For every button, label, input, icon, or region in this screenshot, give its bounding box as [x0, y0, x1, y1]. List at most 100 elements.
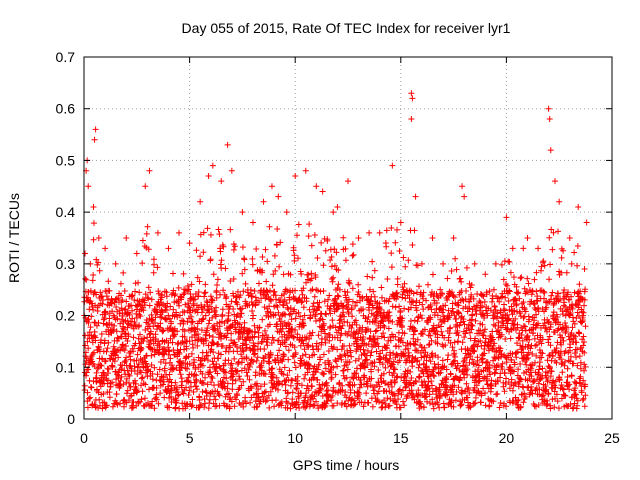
data-point	[555, 290, 562, 297]
data-point	[185, 392, 192, 399]
y-tick-label: 0.1	[56, 359, 76, 375]
data-point	[283, 209, 290, 216]
data-point	[256, 299, 263, 306]
data-point	[183, 384, 190, 391]
data-point	[582, 392, 589, 399]
data-point	[445, 334, 452, 341]
data-point	[202, 374, 209, 381]
data-point	[424, 398, 431, 405]
data-point	[295, 296, 302, 303]
data-point	[337, 337, 344, 344]
data-point	[106, 389, 113, 396]
data-point	[225, 390, 232, 397]
data-point	[475, 387, 482, 394]
data-point	[149, 376, 156, 383]
data-point	[443, 386, 450, 393]
data-point	[136, 331, 143, 338]
data-point	[391, 392, 398, 399]
data-point	[104, 345, 111, 352]
data-point	[130, 334, 137, 341]
data-point	[303, 279, 310, 286]
data-point	[99, 405, 106, 412]
data-point	[574, 243, 581, 250]
data-point	[298, 270, 305, 277]
data-point	[568, 372, 575, 379]
data-point	[359, 324, 366, 331]
data-point	[228, 398, 235, 405]
data-point	[380, 330, 387, 337]
data-point	[188, 313, 195, 320]
data-point	[411, 396, 418, 403]
data-point	[320, 351, 327, 358]
data-point	[531, 335, 538, 342]
data-point	[84, 404, 91, 411]
data-point	[206, 309, 213, 316]
data-point	[386, 402, 393, 409]
data-point	[563, 269, 570, 276]
y-tick-label: 0.6	[56, 101, 76, 117]
data-point	[437, 286, 444, 293]
data-point	[175, 391, 182, 398]
data-point	[323, 311, 330, 318]
data-point	[537, 375, 544, 382]
data-point	[376, 383, 383, 390]
data-point	[520, 323, 527, 330]
data-point	[147, 328, 154, 335]
data-point	[91, 328, 98, 335]
data-point	[428, 306, 435, 313]
data-point	[388, 264, 395, 271]
data-point	[160, 356, 167, 363]
data-point	[219, 378, 226, 385]
data-point	[384, 275, 391, 282]
data-point	[488, 377, 495, 384]
data-point	[356, 384, 363, 391]
data-point	[227, 226, 234, 233]
data-point	[100, 316, 107, 323]
data-point	[549, 349, 556, 356]
data-point	[204, 225, 211, 232]
data-point	[267, 388, 274, 395]
data-point	[228, 322, 235, 329]
data-point	[156, 366, 163, 373]
data-point	[193, 383, 200, 390]
data-point	[102, 357, 109, 364]
data-point	[317, 356, 324, 363]
data-point	[565, 357, 572, 364]
data-point	[550, 377, 557, 384]
data-point	[131, 367, 138, 374]
data-point	[291, 359, 298, 366]
data-point	[184, 401, 191, 408]
data-point	[215, 355, 222, 362]
data-point	[264, 258, 271, 265]
data-point	[437, 392, 444, 399]
data-point	[133, 357, 140, 364]
data-point	[415, 387, 422, 394]
data-point	[528, 383, 535, 390]
data-point	[283, 395, 290, 402]
data-point	[390, 370, 397, 377]
data-point	[139, 260, 146, 267]
data-point	[412, 327, 419, 334]
data-point	[558, 361, 565, 368]
data-point	[547, 405, 554, 412]
data-point	[103, 402, 110, 409]
data-point	[445, 352, 452, 359]
data-point	[109, 379, 116, 386]
data-point	[525, 349, 532, 356]
data-point	[346, 358, 353, 365]
data-point	[209, 375, 216, 382]
data-point	[437, 323, 444, 330]
data-point	[329, 278, 336, 285]
data-point	[121, 306, 128, 313]
data-point	[93, 291, 100, 298]
data-point	[385, 403, 392, 410]
data-point	[250, 358, 257, 365]
data-point	[473, 382, 480, 389]
data-point	[525, 280, 532, 287]
data-point	[134, 388, 141, 395]
data-point	[426, 385, 433, 392]
data-point	[502, 336, 509, 343]
data-point	[492, 306, 499, 313]
data-point	[296, 405, 303, 412]
data-point	[145, 295, 152, 302]
